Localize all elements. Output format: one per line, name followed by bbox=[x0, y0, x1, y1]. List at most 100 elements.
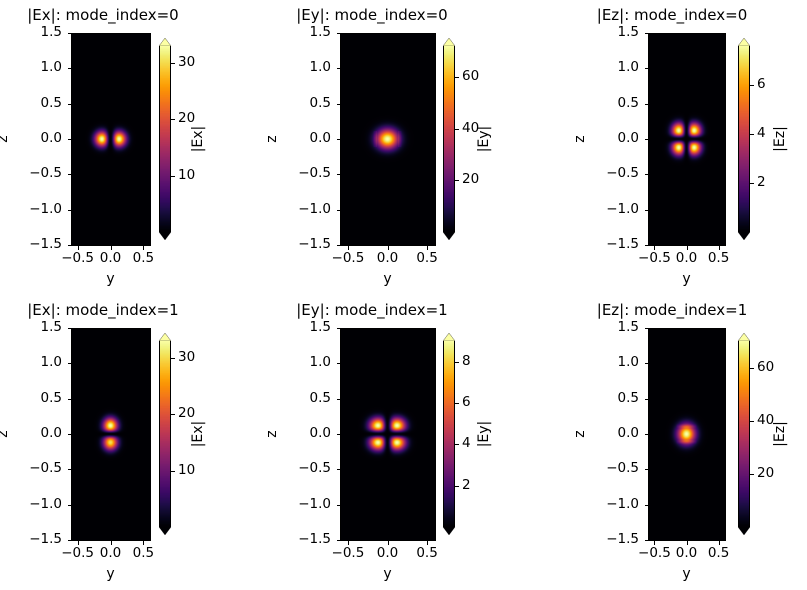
field-heatmap bbox=[340, 33, 435, 245]
y-tick-label: −1.5 bbox=[298, 531, 331, 547]
axis-spine-r bbox=[150, 328, 151, 541]
heatmap-image bbox=[71, 328, 150, 540]
x-tick-label: −0.5 bbox=[638, 250, 671, 266]
x-tick-mark bbox=[719, 246, 720, 250]
y-tick-mark bbox=[67, 68, 71, 69]
colorbar-tick-mark bbox=[455, 129, 459, 130]
axis-spine-b bbox=[340, 540, 436, 541]
y-tick-label: 1.5 bbox=[40, 24, 62, 40]
colorbar-tick-label: 60 bbox=[462, 68, 480, 84]
axis-spine-r bbox=[435, 328, 436, 541]
axis-spine-b bbox=[71, 540, 151, 541]
colorbar-tick-label: 4 bbox=[462, 435, 471, 452]
x-tick-mark bbox=[78, 246, 79, 250]
colorbar bbox=[159, 38, 171, 240]
y-tick-mark bbox=[336, 210, 340, 211]
colorbar-tick-label: 4 bbox=[757, 125, 766, 142]
y-tick-mark bbox=[644, 68, 648, 69]
heatmap-image bbox=[71, 33, 150, 245]
colorbar-tick-label: 2 bbox=[757, 174, 766, 191]
colorbar-tick-label: 20 bbox=[178, 110, 196, 127]
axis-spine-b bbox=[648, 540, 726, 541]
axis-spine-t bbox=[340, 328, 436, 329]
x-tick-label: 0.5 bbox=[132, 545, 155, 561]
colorbar-tick-mark bbox=[750, 183, 754, 184]
colorbar-tick-mark bbox=[171, 471, 175, 472]
axis-spine-r bbox=[725, 328, 726, 541]
colorbar-tick-mark bbox=[171, 358, 175, 359]
field-heatmap bbox=[71, 33, 150, 245]
y-tick-mark bbox=[644, 104, 648, 105]
y-tick-label: −1.5 bbox=[606, 531, 639, 547]
axis-spine-b bbox=[340, 245, 436, 246]
y-tick-label: 1.5 bbox=[309, 24, 331, 40]
y-tick-label: −0.5 bbox=[29, 460, 62, 477]
y-tick-label: 0.0 bbox=[617, 425, 639, 441]
colorbar-tick-label: 2 bbox=[462, 476, 471, 493]
x-tick-label: −0.5 bbox=[331, 545, 365, 561]
colorbar-gradient bbox=[443, 46, 455, 232]
subplot-title: |Ez|: mode_index=0 bbox=[596, 6, 748, 24]
field-heatmap bbox=[71, 328, 150, 540]
x-tick-label: −0.5 bbox=[331, 250, 365, 266]
y-tick-label: 0.5 bbox=[617, 389, 639, 406]
colorbar-tick-label: 20 bbox=[462, 171, 480, 188]
y-tick-label: 1.0 bbox=[309, 59, 331, 76]
axis-spine-t bbox=[71, 33, 151, 34]
colorbar-extend-top bbox=[738, 38, 750, 46]
y-tick-label: 1.5 bbox=[617, 24, 639, 40]
x-tick-label: 0.0 bbox=[675, 250, 698, 266]
colorbar-tick-mark bbox=[455, 362, 459, 363]
x-tick-mark bbox=[348, 246, 349, 250]
y-tick-mark bbox=[644, 174, 648, 175]
x-tick-label: −0.5 bbox=[61, 545, 94, 561]
x-tick-mark bbox=[143, 541, 144, 545]
x-tick-label: −0.5 bbox=[61, 250, 94, 266]
colorbar-gradient bbox=[159, 341, 171, 527]
field-heatmap bbox=[648, 328, 725, 540]
colorbar-outline-right bbox=[749, 341, 750, 527]
heatmap-image bbox=[340, 33, 435, 245]
y-tick-mark bbox=[644, 363, 648, 364]
x-tick-label: 0.5 bbox=[416, 545, 438, 561]
colorbar-extend-bottom bbox=[159, 527, 171, 535]
colorbar-tick-label: 10 bbox=[178, 461, 196, 478]
y-tick-label: 0.5 bbox=[617, 94, 639, 111]
axis-spine-l bbox=[71, 328, 72, 541]
y-tick-mark bbox=[67, 245, 71, 246]
x-tick-label: 0.0 bbox=[376, 250, 399, 266]
colorbar-tick-mark bbox=[455, 77, 459, 78]
y-tick-mark bbox=[67, 434, 71, 435]
y-tick-label: 0.5 bbox=[40, 389, 62, 406]
y-tick-mark bbox=[644, 328, 648, 329]
y-tick-mark bbox=[67, 174, 71, 175]
heatmap-image bbox=[648, 328, 725, 540]
colorbar-gradient bbox=[738, 46, 750, 232]
axis-spine-t bbox=[71, 328, 151, 329]
axis-spine-r bbox=[435, 33, 436, 246]
x-tick-mark bbox=[111, 541, 112, 545]
colorbar-outline-left bbox=[159, 46, 160, 232]
colorbar-extend-bottom bbox=[443, 232, 455, 240]
colorbar-tick-mark bbox=[171, 176, 175, 177]
subplot-title: |Ex|: mode_index=0 bbox=[27, 6, 179, 24]
x-tick-mark bbox=[143, 246, 144, 250]
subplot-title: |Ey|: mode_index=0 bbox=[296, 6, 448, 24]
y-tick-mark bbox=[644, 434, 648, 435]
x-tick-mark bbox=[654, 246, 655, 250]
x-tick-label: −0.5 bbox=[638, 545, 671, 561]
y-tick-mark bbox=[644, 505, 648, 506]
axis-spine-t bbox=[648, 328, 726, 329]
colorbar-extend-top bbox=[443, 38, 455, 46]
colorbar-tick-label: 30 bbox=[178, 348, 196, 365]
y-tick-label: −1.0 bbox=[606, 200, 639, 217]
colorbar-tick-mark bbox=[750, 85, 754, 86]
y-tick-mark bbox=[336, 363, 340, 364]
x-tick-mark bbox=[111, 246, 112, 250]
y-tick-mark bbox=[67, 540, 71, 541]
y-tick-mark bbox=[336, 469, 340, 470]
colorbar-extend-top bbox=[738, 333, 750, 341]
